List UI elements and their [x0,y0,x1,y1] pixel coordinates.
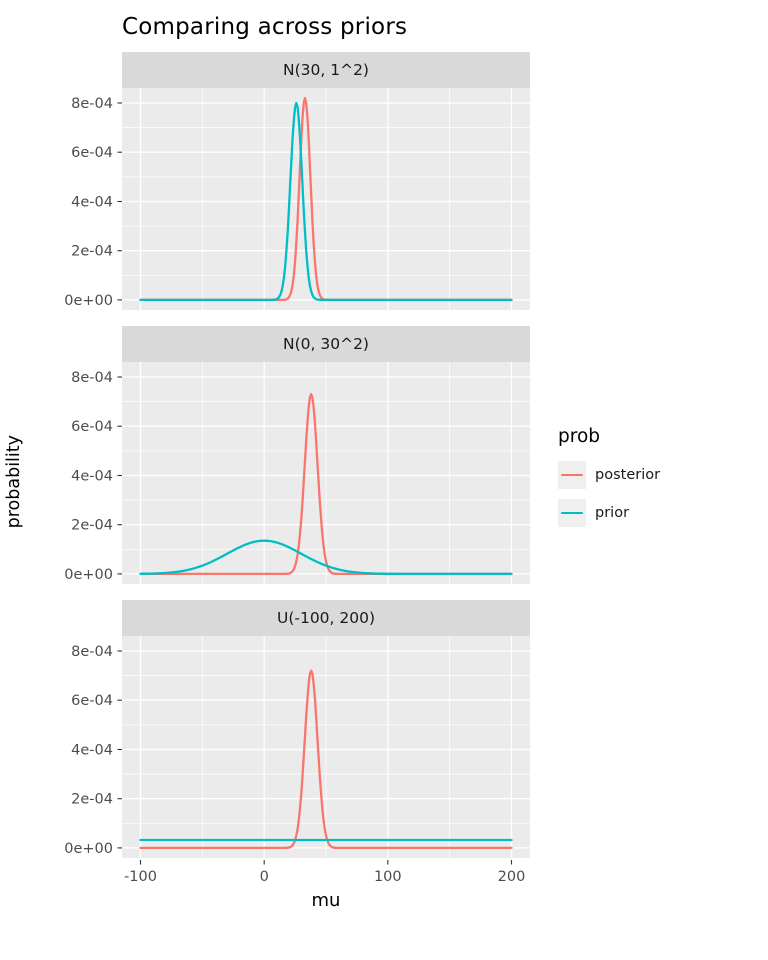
y-tick-label: 6e-04 [71,145,113,161]
legend-label: prior [595,505,630,521]
posterior-curve [139,669,513,850]
x-tick-label: 0 [260,869,269,885]
facet-strip: N(30, 1^2) [122,52,530,88]
prior-curve [139,101,513,302]
facet-strip-label: N(0, 30^2) [283,335,369,353]
facet-panel: 0e+00 2e-04 4e-04 6e-04 8e-04 [64,636,530,858]
y-tick-label: 0e+00 [64,841,113,857]
legend-title: prob [558,426,601,447]
y-tick-label: 2e-04 [71,792,113,808]
legend: prob posterior prior [558,426,660,537]
y-tick-label: 2e-04 [71,518,113,534]
facet-panel: 0e+00 2e-04 4e-04 6e-04 8e-04 [64,362,530,584]
y-tick-label: 2e-04 [71,244,113,260]
legend-entry-prior: prior [558,499,660,527]
facet-uniform: U(-100, 200) 0e+00 2e-04 4e-04 6e-04 8e-04 [30,600,536,858]
x-axis-title: mu [311,890,341,911]
y-tick-label: 6e-04 [71,693,113,709]
prior-curve [139,539,513,576]
facet-normal-0-30: N(0, 30^2) 0e+00 2e-04 4e-04 6e-04 8e-04 [30,326,536,584]
facet-strip-label: U(-100, 200) [276,609,376,627]
y-axis-title: probability [4,434,24,529]
y-tick-label: 4e-04 [71,469,113,485]
facet-strip: N(0, 30^2) [122,326,530,362]
legend-key [558,499,586,527]
x-tick-label: -100 [124,869,157,885]
prior-line-swatch [561,511,583,515]
facet-strip-label: N(30, 1^2) [283,61,369,79]
legend-label: posterior [595,467,661,483]
facet-normal-30-1: N(30, 1^2) 0e+00 2e-04 4e-04 6e-04 8e-04 [30,52,536,310]
legend-key [558,461,586,489]
panels-column: N(30, 1^2) 0e+00 2e-04 4e-04 6e-04 8e-04 N(0… [30,52,536,911]
x-tick-label: 100 [374,869,402,885]
y-tick-label: 0e+00 [64,293,113,309]
plot-row: probability N(30, 1^2) 0e+00 2e-04 4e-04 6e… [4,52,768,911]
y-tick-label: 6e-04 [71,419,113,435]
facet-panel: 0e+00 2e-04 4e-04 6e-04 8e-04 [64,88,530,310]
y-tick-label: 4e-04 [71,743,113,759]
facet-strip: U(-100, 200) [122,600,530,636]
y-tick-label: 8e-04 [71,644,113,660]
y-tick-label: 8e-04 [71,370,113,386]
x-tick-label: 200 [498,869,526,885]
chart-title: Comparing across priors [122,14,408,40]
y-tick-label: 0e+00 [64,567,113,583]
legend-entry-posterior: posterior [558,461,660,489]
x-axis: -100 0 100 200 [124,860,526,885]
y-tick-label: 8e-04 [71,96,113,112]
posterior-line-swatch [561,473,583,477]
y-tick-label: 4e-04 [71,195,113,211]
